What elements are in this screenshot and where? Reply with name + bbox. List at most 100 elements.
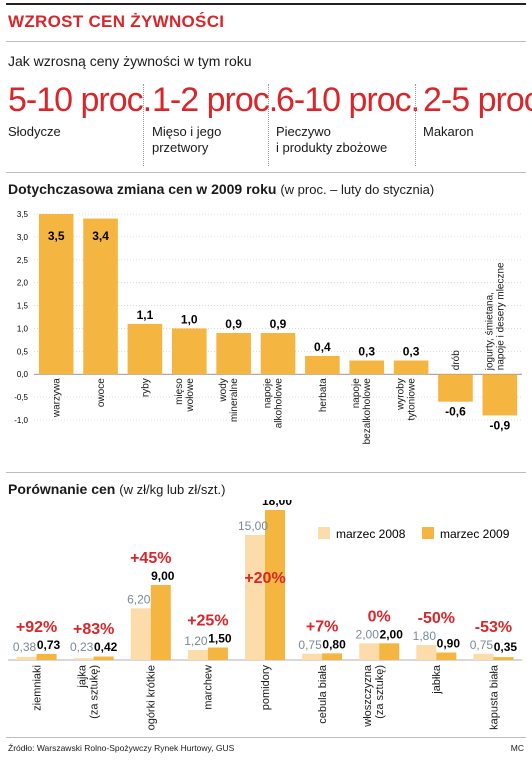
bar-2008: [302, 653, 323, 660]
value-label-2009: 0,42: [94, 640, 118, 654]
chart1-title: Dotychczasowa zmiana cen w 2009 roku (w …: [8, 181, 434, 197]
category-label-group: owoce: [96, 378, 107, 407]
value-label-2009: 0,35: [494, 640, 518, 654]
category-label-group: włoszczyzna (za sztukę): [362, 664, 386, 728]
chart1-subtitle: (w proc. – luty do stycznia): [280, 182, 435, 197]
value-label: 0,9: [270, 317, 287, 331]
category-label-group: wody mineralne: [218, 378, 240, 422]
category-label: włoszczyzna: [362, 664, 374, 728]
value-label: 0,3: [403, 344, 420, 358]
forecast-item: 6-10 proc. Pieczywo i produkty zbożowe: [276, 80, 420, 156]
value-label: 1,0: [181, 312, 198, 326]
value-label: 0,4: [314, 340, 331, 354]
value-label-2009: 1,50: [208, 632, 232, 646]
forecast-separator: [415, 84, 416, 166]
category-label: herbata: [318, 378, 329, 412]
legend-label-2008: marzec 2008: [336, 527, 406, 541]
category-label: jogurty, śmietana,: [484, 292, 495, 371]
bar: [216, 333, 251, 375]
bar: [305, 355, 340, 375]
change-label: +7%: [306, 618, 338, 635]
value-label-2009: 18,00: [262, 500, 292, 508]
bar-2009: [150, 585, 171, 660]
bar-2009: [93, 656, 114, 660]
chart2-title-text: Porównanie cen: [8, 481, 116, 497]
category-label: ryby: [140, 378, 151, 397]
category-label-group: napoje alkoholowe: [263, 378, 285, 428]
source-note: Źródło: Warszawski Rolno-Spożywczy Rynek…: [8, 743, 235, 753]
category-label: ziemniaki: [31, 665, 43, 711]
divider: [6, 472, 526, 473]
category-label-group: kapusta biała: [488, 664, 500, 730]
category-label: ogórki krótkie: [146, 665, 158, 730]
change-label: +20%: [244, 570, 285, 587]
bar: [482, 374, 518, 416]
y-tick-label: 3,0: [17, 233, 29, 242]
value-label-2008: 15,00: [238, 519, 268, 533]
bar-2009: [265, 510, 285, 660]
bar-2008: [16, 656, 37, 660]
category-label-group: pomidory: [260, 665, 272, 711]
category-label: jajka: [77, 664, 89, 689]
category-label: wyroby: [396, 378, 407, 411]
category-label-group: ogórki krótkie: [146, 665, 158, 730]
page-title: WZROST CEN ŻYWNOŚCI: [8, 12, 225, 31]
bar: [127, 323, 163, 375]
change-label: 0%: [368, 608, 391, 625]
value-label: -0,9: [489, 418, 510, 432]
chart2-subtitle: (w zł/kg lub zł/szt.): [119, 482, 226, 497]
value-label-2008: 1,20: [184, 634, 208, 648]
value-label: 3,5: [48, 229, 65, 243]
category-label-group: ryby: [140, 378, 151, 397]
category-label: wołowe: [185, 378, 196, 413]
bar: [438, 374, 473, 402]
y-tick-label: 2,0: [17, 279, 29, 288]
bar-2009: [207, 647, 228, 660]
value-label-2008: 0,75: [470, 638, 494, 652]
legend-label-2009: marzec 2009: [440, 527, 510, 541]
category-label-group: mięso wołowe: [174, 378, 196, 413]
category-label: napoje: [351, 378, 362, 408]
value-label-2008: 0,75: [298, 638, 322, 652]
forecast-value: 6-10 proc.: [276, 81, 420, 119]
value-label: 0,9: [225, 317, 242, 331]
bar: [349, 360, 385, 375]
value-label-2008: 0,38: [13, 640, 37, 654]
category-label: drób: [451, 350, 462, 370]
y-tick-label: 3,5: [17, 210, 29, 219]
value-label-2009: 0,80: [322, 637, 346, 651]
top-rule: [6, 3, 526, 5]
bar-2008: [359, 643, 380, 660]
y-tick-label: 0,5: [17, 347, 29, 356]
category-label: marchew: [203, 665, 215, 710]
change-label: +25%: [187, 613, 228, 630]
y-tick-label: 2,5: [17, 256, 29, 265]
bar: [38, 214, 74, 375]
category-label: mięso: [174, 378, 185, 405]
bar: [171, 328, 207, 375]
value-label-2009: 2,00: [380, 627, 404, 641]
bar: [260, 333, 296, 375]
price-change-chart: -1,0 -0,5 0,0 0,5 1,0 1,5 2,0 2,5 3,0 3,5 3,5 warzy…: [14, 210, 522, 445]
bar-2008: [130, 608, 151, 660]
value-label-2008: 0,23: [70, 640, 94, 654]
category-label-group: ziemniaki: [31, 665, 43, 711]
bar-2009: [493, 657, 514, 660]
category-label: bezalkoholowe: [362, 378, 373, 445]
value-label: 0,3: [358, 344, 375, 358]
category-label: kapusta biała: [488, 664, 500, 730]
forecast-separator: [143, 84, 144, 166]
category-label: cebula biała: [317, 664, 329, 724]
category-label: pomidory: [260, 665, 272, 711]
value-label: 1,1: [137, 308, 154, 322]
divider: [6, 172, 526, 173]
divider: [6, 41, 526, 42]
bar: [393, 360, 429, 375]
value-label-2008: 6,20: [127, 592, 151, 606]
bar-2008: [73, 658, 94, 660]
category-label-group: cebula biała: [317, 664, 329, 724]
bar-2008: [416, 645, 437, 660]
category-label: wody: [218, 378, 229, 402]
category-label-group: wyroby tytoniowe: [396, 378, 418, 421]
